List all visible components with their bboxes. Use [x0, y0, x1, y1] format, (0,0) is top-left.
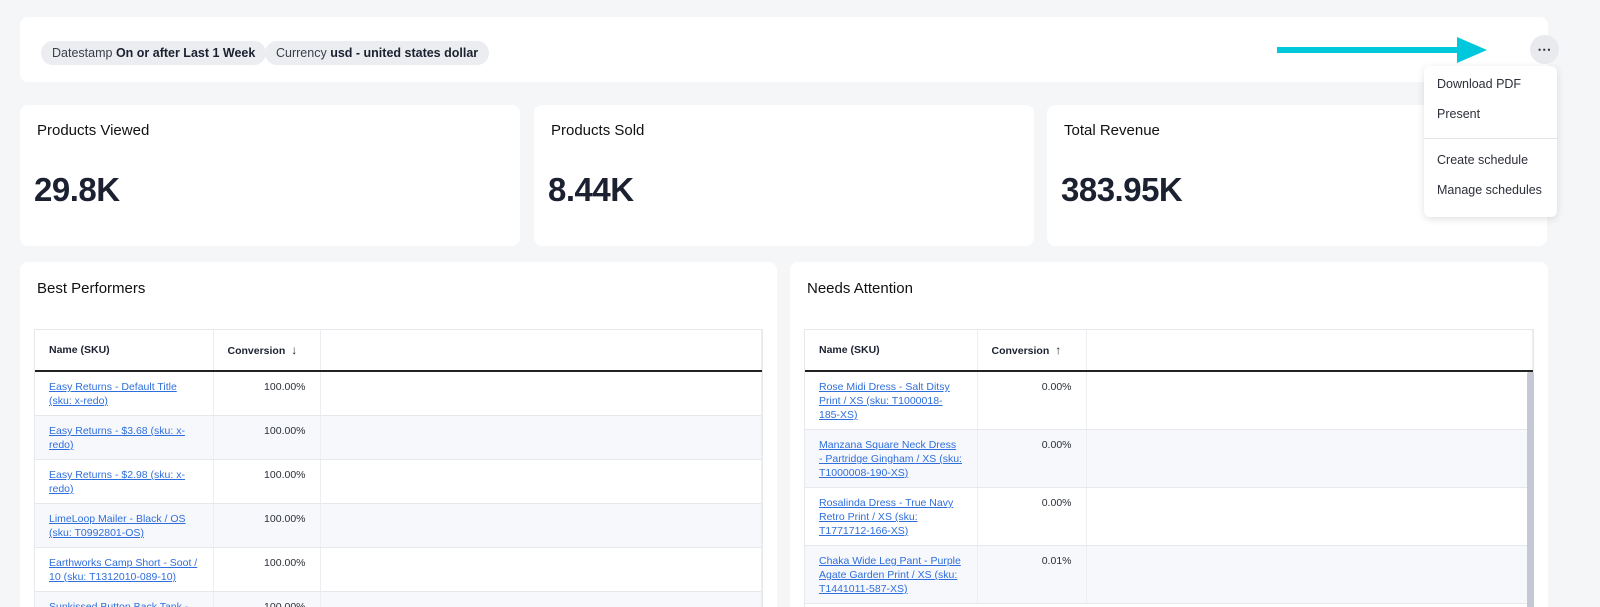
filter-value: usd - united states dollar	[330, 46, 479, 60]
column-header-name[interactable]: Name (SKU)	[805, 330, 978, 372]
filter-label: Currency	[276, 46, 327, 60]
empty-cell	[1086, 545, 1533, 604]
empty-cell	[1086, 371, 1533, 430]
conversion-cell: 0.00%	[977, 487, 1087, 546]
product-name-cell: Earthworks Camp Short - Soot / 10 (sku: …	[35, 547, 214, 592]
product-name-cell: Rose Midi Dress - Salt Ditsy Print / XS …	[805, 371, 978, 430]
kpi-card-products-viewed: Products Viewed 29.8K	[20, 105, 520, 246]
panel-title: Best Performers	[37, 280, 146, 297]
empty-cell	[320, 415, 762, 460]
product-name-cell: Manzana Square Neck Dress - Partridge Gi…	[805, 429, 978, 488]
more-options-button[interactable]: ⋯	[1530, 35, 1559, 64]
needs-attention-panel: Needs Attention Name (SKU) Conversion ↑ R…	[790, 262, 1548, 607]
product-link[interactable]: Manzana Square Neck Dress - Partridge Gi…	[819, 439, 962, 479]
product-link[interactable]: LimeLoop Mailer - Black / OS (sku: T0992…	[49, 513, 186, 539]
product-name-cell: Easy Returns - $2.98 (sku: x-redo)	[35, 459, 214, 504]
ellipsis-icon: ⋯	[1537, 41, 1552, 57]
kpi-card-products-sold: Products Sold 8.44K	[534, 105, 1034, 246]
panel-title: Needs Attention	[807, 280, 913, 297]
kpi-value: 8.44K	[548, 171, 634, 208]
table-scrollbar[interactable]	[1527, 372, 1534, 607]
menu-divider	[1424, 138, 1557, 139]
empty-cell	[1086, 487, 1533, 546]
empty-cell	[320, 459, 762, 504]
conversion-cell: 0.01%	[977, 545, 1087, 604]
empty-cell	[320, 547, 762, 592]
filter-chip-currency[interactable]: Currency usd - united states dollar	[265, 41, 490, 65]
menu-item-present[interactable]: Present	[1437, 107, 1481, 121]
conversion-cell: 0.00%	[977, 429, 1087, 488]
conversion-cell: 100.00%	[213, 459, 321, 504]
conversion-cell: 0.00%	[977, 371, 1087, 430]
product-link[interactable]: Sunkissed Button Back Tank -	[49, 601, 189, 607]
conversion-cell: 100.00%	[213, 547, 321, 592]
product-name-cell: Easy Returns - $3.68 (sku: x-redo)	[35, 415, 214, 460]
table-row: LimeLoop Mailer - Black / OS (sku: T0992…	[35, 503, 762, 548]
table-header-row: Name (SKU) Conversion ↑	[805, 330, 1533, 372]
menu-item-create-schedule[interactable]: Create schedule	[1437, 153, 1529, 167]
kpi-value: 383.95K	[1061, 171, 1183, 208]
product-link[interactable]: Rosalinda Dress - True Navy Retro Print …	[819, 497, 954, 537]
sort-ascending-icon[interactable]: ↑	[1055, 343, 1062, 357]
table-row: Rosalinda Dress - True Navy Retro Print …	[805, 487, 1533, 546]
filter-label: Datestamp	[52, 46, 113, 60]
product-link[interactable]: Chaka Wide Leg Pant - Purple Agate Garde…	[819, 555, 961, 595]
empty-cell	[320, 503, 762, 548]
column-header-conversion[interactable]: Conversion ↓	[213, 330, 321, 372]
kpi-value: 29.8K	[34, 171, 120, 208]
table-row: Chaka Wide Leg Pant - Purple Agate Garde…	[805, 545, 1533, 604]
product-name-cell: Rosalinda Dress - True Navy Retro Print …	[805, 487, 978, 546]
product-link[interactable]: Earthworks Camp Short - Soot / 10 (sku: …	[49, 557, 198, 583]
product-name-cell: Sunkissed Button Back Tank -	[35, 591, 214, 607]
product-name-cell: Chaka Wide Leg Pant - Purple Agate Garde…	[805, 545, 978, 604]
conversion-cell: 100.00%	[213, 371, 321, 416]
empty-cell	[320, 591, 762, 607]
filter-value: On or after Last 1 Week	[115, 46, 256, 60]
table-row: Easy Returns - $3.68 (sku: x-redo) 100.00…	[35, 415, 762, 460]
sort-descending-icon[interactable]: ↓	[291, 343, 298, 357]
product-name-cell: Easy Returns - Default Title (sku: x-red…	[35, 371, 214, 416]
menu-item-download-pdf[interactable]: Download PDF	[1437, 77, 1522, 91]
kpi-title: Total Revenue	[1064, 122, 1160, 139]
column-header-conversion[interactable]: Conversion ↑	[977, 330, 1087, 372]
column-header-name[interactable]: Name (SKU)	[35, 330, 214, 372]
needs-attention-table: Name (SKU) Conversion ↑ Rose Midi Dress -…	[804, 329, 1534, 607]
filter-chip-datestamp[interactable]: Datestamp On or after Last 1 Week	[41, 41, 267, 65]
product-name-cell: LimeLoop Mailer - Black / OS (sku: T0992…	[35, 503, 214, 548]
table-row: Easy Returns - $2.98 (sku: x-redo) 100.00…	[35, 459, 762, 504]
empty-cell	[1086, 429, 1533, 488]
table-row: Earthworks Camp Short - Soot / 10 (sku: …	[35, 547, 762, 592]
conversion-cell: 100.00%	[213, 415, 321, 460]
table-row: Sunkissed Button Back Tank - 100.00%	[35, 591, 762, 607]
column-header-empty	[1086, 330, 1533, 372]
kpi-title: Products Sold	[551, 122, 645, 139]
product-link[interactable]: Easy Returns - $2.98 (sku: x-redo)	[49, 469, 185, 495]
table-header-row: Name (SKU) Conversion ↓	[35, 330, 762, 372]
table-row: Manzana Square Neck Dress - Partridge Gi…	[805, 429, 1533, 488]
table-row: Easy Returns - Default Title (sku: x-red…	[35, 371, 762, 416]
conversion-cell: 100.00%	[213, 591, 321, 607]
kpi-title: Products Viewed	[37, 122, 150, 139]
annotation-arrow-icon	[1277, 37, 1487, 63]
product-link[interactable]: Easy Returns - Default Title (sku: x-red…	[49, 381, 177, 407]
conversion-cell: 100.00%	[213, 503, 321, 548]
product-link[interactable]: Easy Returns - $3.68 (sku: x-redo)	[49, 425, 185, 451]
column-header-empty	[320, 330, 762, 372]
best-performers-table: Name (SKU) Conversion ↓ Easy Returns - De…	[34, 329, 763, 607]
product-link[interactable]: Rose Midi Dress - Salt Ditsy Print / XS …	[819, 381, 950, 421]
best-performers-panel: Best Performers Name (SKU) Conversion ↓ E…	[20, 262, 777, 607]
more-options-menu: Download PDF Present Create schedule Man…	[1424, 66, 1557, 217]
empty-cell	[320, 371, 762, 416]
menu-item-manage-schedules[interactable]: Manage schedules	[1437, 183, 1542, 197]
table-row: Rose Midi Dress - Salt Ditsy Print / XS …	[805, 371, 1533, 430]
